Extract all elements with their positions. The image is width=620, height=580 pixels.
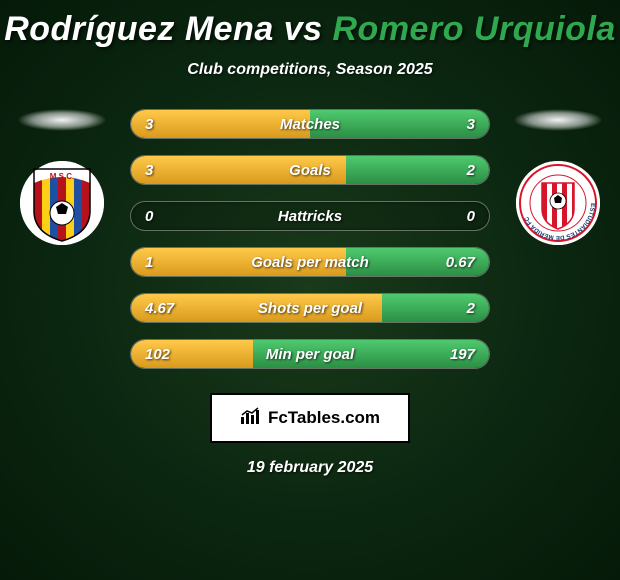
left-player-column: M.S.C. xyxy=(12,109,112,245)
stat-row: 32Goals xyxy=(130,155,490,185)
stat-label: Hattricks xyxy=(131,202,489,230)
comparison-title: Rodríguez Mena vs Romero Urquiola xyxy=(0,0,620,49)
chart-icon xyxy=(240,407,262,430)
title-vs: vs xyxy=(284,10,323,48)
stat-row: 00Hattricks xyxy=(130,201,490,231)
stat-label: Matches xyxy=(131,110,489,138)
stat-row: 10.67Goals per match xyxy=(130,247,490,277)
footer-date: 19 february 2025 xyxy=(0,459,620,477)
right-player-column: ESTUDIANTES DE MERIDA FC xyxy=(508,109,608,245)
main-content: M.S.C. 33Matches 32Goals 00Hattricks 10.67G… xyxy=(0,109,620,369)
msc-badge-icon: M.S.C. xyxy=(20,161,104,245)
svg-text:M.S.C.: M.S.C. xyxy=(50,172,74,181)
stat-label: Shots per goal xyxy=(131,294,489,322)
subtitle: Club competitions, Season 2025 xyxy=(0,61,620,79)
club-badge-right: ESTUDIANTES DE MERIDA FC xyxy=(516,161,600,245)
stat-label: Goals xyxy=(131,156,489,184)
stat-label: Min per goal xyxy=(131,340,489,368)
player-silhouette-halo xyxy=(513,109,603,131)
title-player-1: Rodríguez Mena xyxy=(4,10,274,48)
estudiantes-badge-icon: ESTUDIANTES DE MERIDA FC xyxy=(516,161,600,245)
title-player-2: Romero Urquiola xyxy=(333,10,616,48)
club-badge-left: M.S.C. xyxy=(20,161,104,245)
stat-label: Goals per match xyxy=(131,248,489,276)
stat-row: 102197Min per goal xyxy=(130,339,490,369)
player-silhouette-halo xyxy=(17,109,107,131)
brand-text: FcTables.com xyxy=(268,408,380,428)
stat-row: 4.672Shots per goal xyxy=(130,293,490,323)
stats-list: 33Matches 32Goals 00Hattricks 10.67Goals pe… xyxy=(130,109,490,369)
brand-box: FcTables.com xyxy=(210,393,410,443)
stat-row: 33Matches xyxy=(130,109,490,139)
